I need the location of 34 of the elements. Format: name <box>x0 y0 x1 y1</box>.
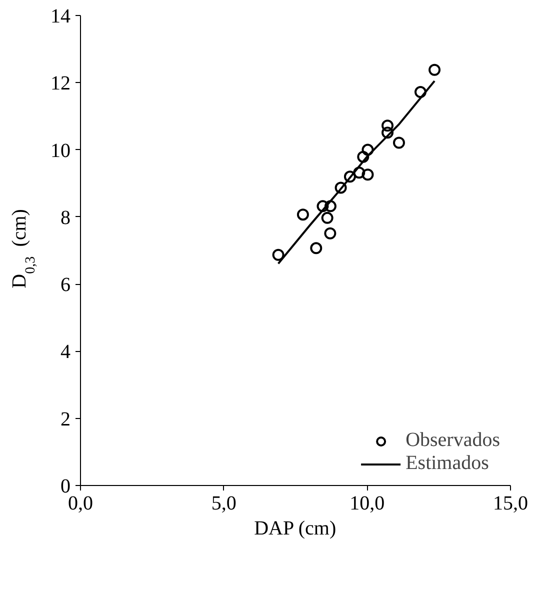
y-tick-label: 0 <box>60 476 70 498</box>
point <box>353 166 366 179</box>
point <box>428 64 441 76</box>
point <box>316 200 329 212</box>
point <box>414 86 426 98</box>
point <box>392 136 405 149</box>
y-axis-title: D0,3 (cm) <box>8 209 38 288</box>
point <box>310 242 322 254</box>
y-tick-label: 10 <box>50 140 70 162</box>
point <box>357 150 370 163</box>
point <box>362 168 374 181</box>
legend-label: Estimados <box>406 452 489 475</box>
legend-label: Observados <box>406 429 500 452</box>
point <box>362 144 374 156</box>
x-tick-label: 15,0 <box>493 492 528 514</box>
y-tick-label: 6 <box>60 274 70 296</box>
point <box>321 212 334 224</box>
y-tick-label: 8 <box>60 206 70 229</box>
point <box>296 208 309 221</box>
x-tick-label: 0,0 <box>68 492 93 514</box>
point <box>382 126 394 139</box>
y-tick-label: 2 <box>60 408 70 430</box>
y-tick-label: 12 <box>50 72 70 95</box>
x-tick-label: 5,0 <box>211 492 236 514</box>
y-tick-label: 4 <box>60 341 70 364</box>
point <box>334 182 347 194</box>
point <box>272 248 284 261</box>
y-tick-label: 14 <box>50 6 70 28</box>
point <box>344 170 356 183</box>
x-axis-title: DAP (cm) <box>254 518 336 540</box>
point <box>382 120 394 132</box>
point <box>324 227 336 240</box>
point <box>324 200 336 212</box>
x-tick-label: 10,0 <box>350 492 385 514</box>
